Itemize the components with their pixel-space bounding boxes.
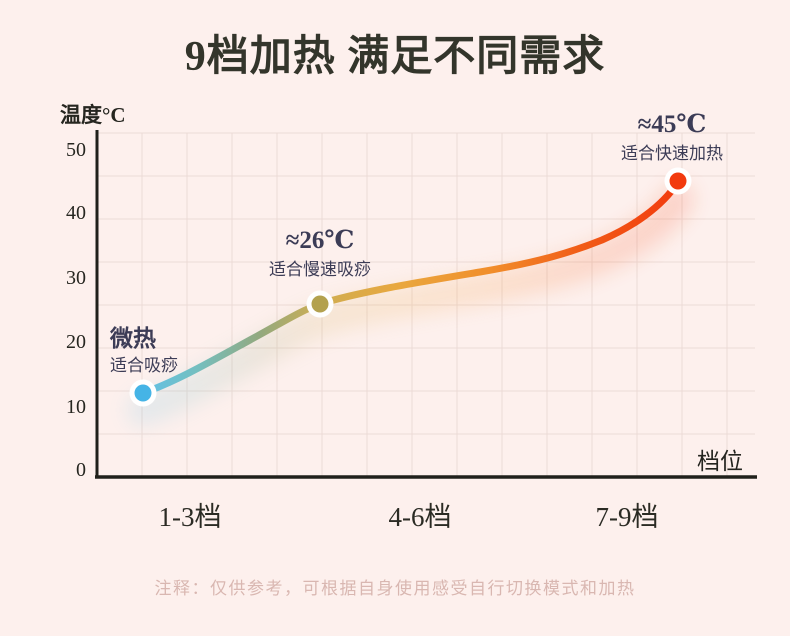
y-tick-20: 20 <box>66 331 86 353</box>
annotation-high: ≈45℃ 适合快速加热 <box>582 111 762 163</box>
annotation-mid-subtitle: 适合慢速吸痧 <box>269 259 371 279</box>
y-tick-40: 40 <box>66 202 86 224</box>
annotation-high-subtitle: 适合快速加热 <box>621 143 723 163</box>
y-tick-30: 30 <box>66 267 86 289</box>
annotation-high-title: ≈45℃ <box>637 111 707 138</box>
annotation-mid-title: ≈26℃ <box>285 227 355 254</box>
footnote: 注释：仅供参考，可根据自身使用感受自行切换模式和加热 <box>154 579 636 598</box>
data-point-low <box>129 379 157 407</box>
x-tick-gear-1-3: 1-3档 <box>158 502 222 532</box>
data-point-high <box>664 167 692 195</box>
annotation-low: 微热 适合吸痧 <box>110 326 178 376</box>
annotation-mid: ≈26℃ 适合慢速吸痧 <box>230 227 410 279</box>
annotation-low-subtitle: 适合吸痧 <box>110 356 178 376</box>
y-tick-0: 0 <box>76 459 86 481</box>
x-axis-label: 档位 <box>697 449 743 474</box>
y-tick-50: 50 <box>66 139 86 161</box>
annotation-low-title: 微热 <box>110 326 156 351</box>
y-axis-label: 温度°C <box>60 103 126 127</box>
temperature-curve <box>139 178 682 397</box>
x-tick-gear-4-6: 4-6档 <box>388 502 452 532</box>
curve-glow <box>127 183 694 426</box>
x-tick-gear-7-9: 7-9档 <box>595 502 659 532</box>
data-point-mid <box>306 290 334 318</box>
page-title: 9档加热 满足不同需求 <box>184 34 606 80</box>
y-tick-10: 10 <box>66 396 86 418</box>
